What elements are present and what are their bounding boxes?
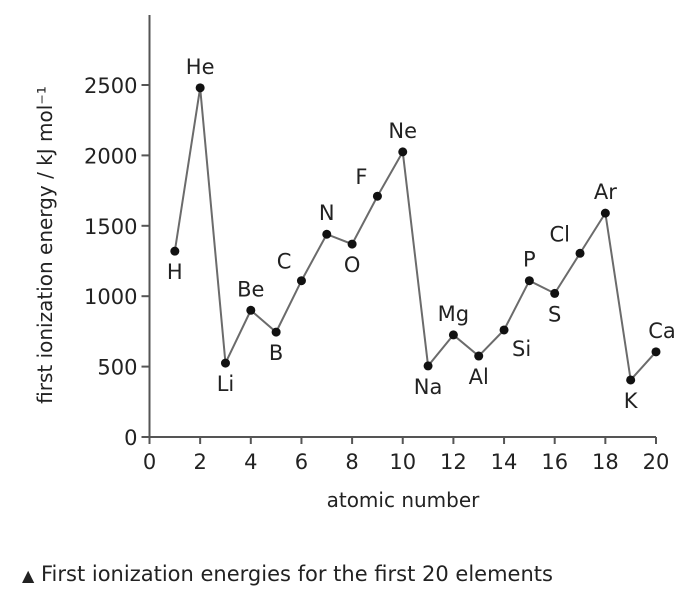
y-tick-label: 2500 (84, 74, 137, 98)
point-label-p: P (523, 248, 536, 272)
data-point-f (372, 191, 382, 201)
data-point-ar (600, 208, 610, 218)
x-tick-label: 4 (244, 450, 257, 474)
point-label-f: F (355, 165, 367, 189)
data-line (173, 87, 657, 383)
point-label-he: He (186, 55, 215, 79)
data-point-li (220, 358, 230, 368)
data-point-c (296, 276, 306, 286)
series-line: H He Li Be B C N O F Ne Na Mg Al Si P S Cl Ar K Ca (167, 55, 676, 413)
point-label-s: S (548, 302, 561, 326)
data-point-p (524, 276, 534, 286)
point-label-h: H (167, 260, 183, 284)
data-point-al (474, 351, 484, 361)
data-point-he (195, 83, 205, 93)
x-tick-label: 14 (491, 450, 518, 474)
point-label-li: Li (217, 372, 235, 396)
x-tick-label: 18 (592, 450, 619, 474)
data-point-o (347, 239, 357, 249)
y-tick-label: 500 (97, 356, 137, 380)
point-label-na: Na (414, 375, 443, 399)
x-tick-label: 2 (193, 450, 206, 474)
caption-text: First ionization energies for the first … (41, 562, 553, 586)
point-label-ar: Ar (594, 180, 617, 204)
data-point-cl (575, 248, 585, 258)
point-label-si: Si (512, 337, 531, 361)
point-label-o: O (344, 253, 361, 277)
y-tick-label: 2000 (84, 144, 137, 168)
point-label-n: N (319, 201, 335, 225)
data-point-b (271, 327, 281, 337)
triangle-icon: ▲ (22, 566, 35, 585)
data-point-be (246, 305, 256, 315)
point-label-c: C (277, 250, 292, 274)
data-point-mg (448, 330, 458, 340)
point-label-k: K (624, 389, 639, 413)
x-tick-label: 10 (389, 450, 416, 474)
data-point-ne (398, 147, 408, 157)
point-label-al: Al (469, 365, 489, 389)
x-tick-label: 16 (541, 450, 568, 474)
x-tick-label: 12 (440, 450, 467, 474)
data-point-h (170, 246, 180, 256)
x-tick-label: 20 (643, 450, 670, 474)
y-axis-label: first ionization energy / kJ mol⁻¹ (33, 86, 57, 404)
data-point-k (626, 375, 636, 385)
point-label-b: B (269, 341, 283, 365)
y-tick-label: 1500 (84, 215, 137, 239)
x-tick-label: 8 (345, 450, 358, 474)
x-tick-label: 6 (295, 450, 308, 474)
y-tick-label: 1000 (84, 285, 137, 309)
data-point-n (322, 229, 332, 239)
point-label-ne: Ne (388, 119, 417, 143)
point-label-cl: Cl (550, 222, 571, 246)
point-label-be: Be (237, 277, 264, 301)
x-axis-label: atomic number (327, 488, 481, 512)
data-point-ca (651, 347, 661, 357)
y-tick-label: 0 (124, 426, 137, 450)
figure-caption: ▲ First ionization energies for the firs… (22, 562, 553, 586)
axes: 0 2 4 6 8 10 12 14 16 18 20 0 500 1000 1500 2000 2500 (84, 15, 669, 474)
data-point-na (423, 361, 433, 371)
x-tick-label: 0 (143, 450, 156, 474)
point-label-ca: Ca (648, 319, 676, 343)
point-label-mg: Mg (438, 302, 469, 326)
data-point-s (550, 288, 560, 298)
data-point-si (499, 325, 509, 335)
